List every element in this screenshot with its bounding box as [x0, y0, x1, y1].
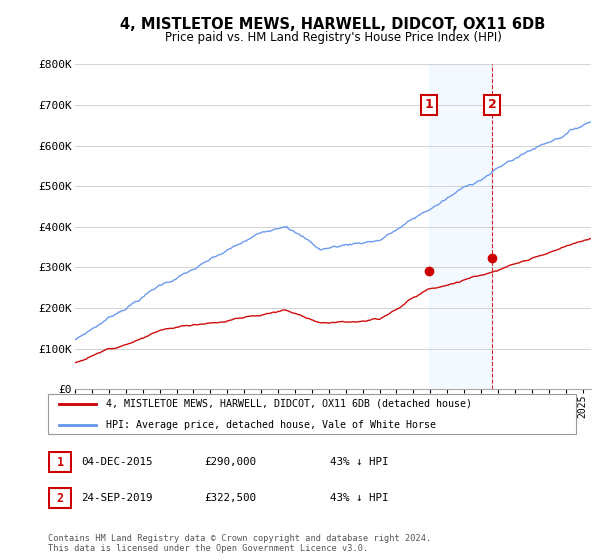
Text: 43% ↓ HPI: 43% ↓ HPI: [330, 493, 389, 503]
Text: 24-SEP-2019: 24-SEP-2019: [81, 493, 152, 503]
Text: £290,000: £290,000: [204, 457, 256, 467]
Text: 2: 2: [488, 99, 497, 111]
Text: 1: 1: [424, 99, 433, 111]
Bar: [429, 64, 493, 389]
FancyBboxPatch shape: [49, 488, 71, 508]
Text: 04-DEC-2015: 04-DEC-2015: [81, 457, 152, 467]
Text: Price paid vs. HM Land Registry's House Price Index (HPI): Price paid vs. HM Land Registry's House …: [164, 31, 502, 44]
Text: 43% ↓ HPI: 43% ↓ HPI: [330, 457, 389, 467]
Text: Contains HM Land Registry data © Crown copyright and database right 2024.
This d: Contains HM Land Registry data © Crown c…: [48, 534, 431, 553]
FancyBboxPatch shape: [49, 452, 71, 472]
Text: 4, MISTLETOE MEWS, HARWELL, DIDCOT, OX11 6DB: 4, MISTLETOE MEWS, HARWELL, DIDCOT, OX11…: [121, 17, 545, 32]
Text: HPI: Average price, detached house, Vale of White Horse: HPI: Average price, detached house, Vale…: [106, 420, 436, 430]
Text: 1: 1: [56, 455, 64, 469]
FancyBboxPatch shape: [48, 394, 576, 434]
Text: 4, MISTLETOE MEWS, HARWELL, DIDCOT, OX11 6DB (detached house): 4, MISTLETOE MEWS, HARWELL, DIDCOT, OX11…: [106, 399, 472, 409]
Text: 2: 2: [56, 492, 64, 505]
Text: £322,500: £322,500: [204, 493, 256, 503]
